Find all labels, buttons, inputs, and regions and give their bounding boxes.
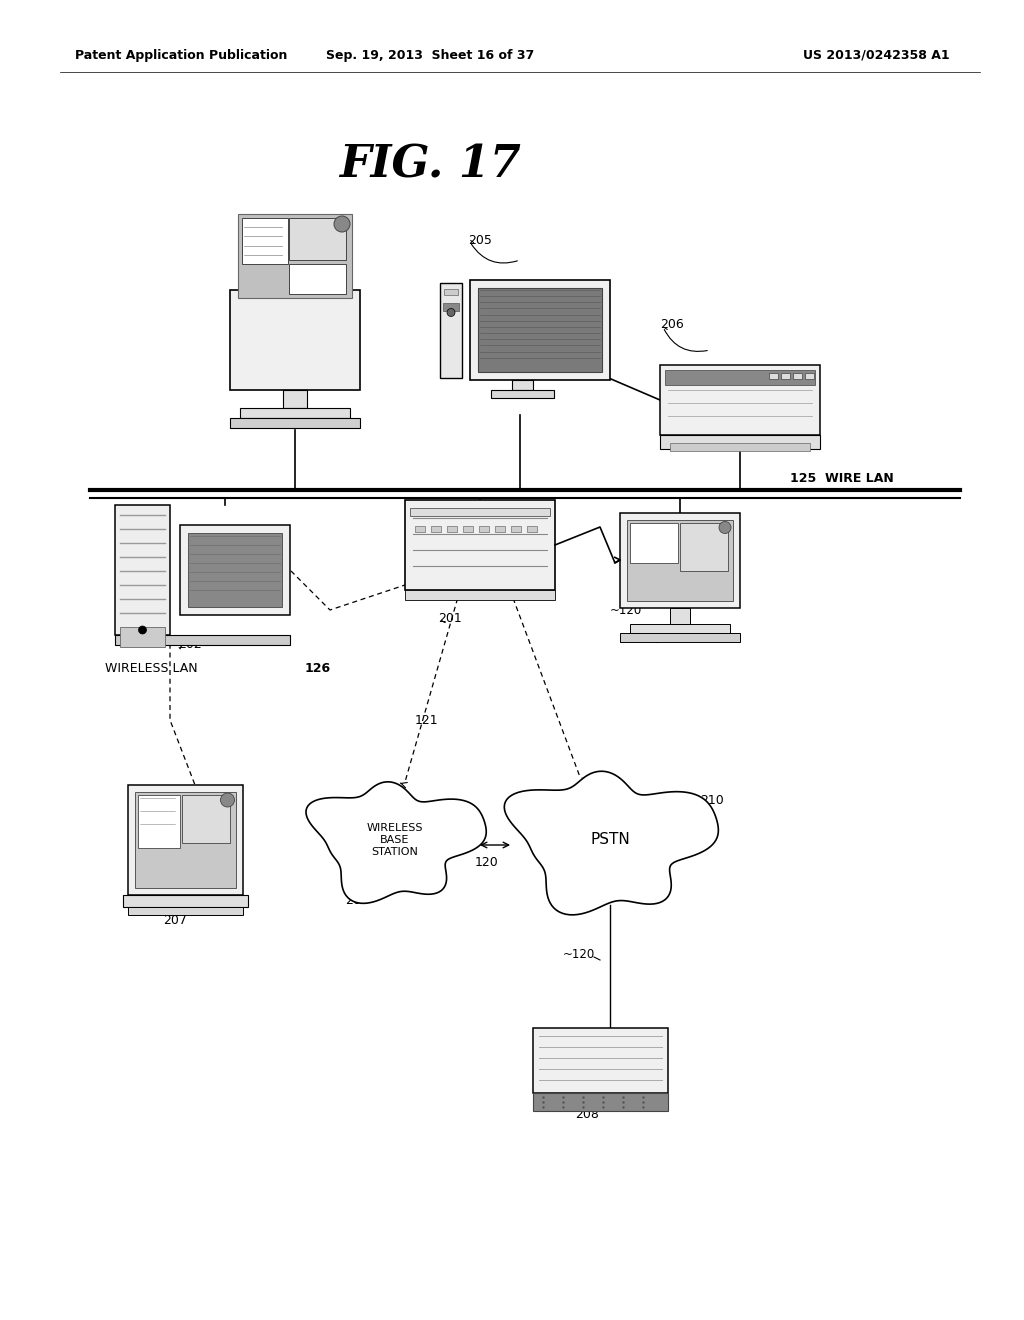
Bar [123,895,248,907]
Polygon shape [306,781,486,903]
Bar [470,280,610,380]
Bar [283,389,307,408]
Bar [670,607,690,623]
Bar [660,366,820,436]
Bar [440,282,462,378]
Bar [620,512,740,607]
Text: Sep. 19, 2013  Sheet 16 of 37: Sep. 19, 2013 Sheet 16 of 37 [326,49,535,62]
Bar [128,907,243,915]
Text: 205: 205 [468,234,492,247]
Circle shape [138,626,146,634]
Text: 208: 208 [575,1109,599,1122]
Text: FIG. 17: FIG. 17 [339,144,521,186]
Bar [134,792,236,888]
Text: US 2013/0242358 A1: US 2013/0242358 A1 [804,49,950,62]
Bar [431,525,441,532]
Text: PSTN: PSTN [590,833,630,847]
Bar [180,525,290,615]
Bar [511,525,521,532]
Bar [630,523,678,564]
Bar [532,1027,668,1093]
Circle shape [719,521,731,533]
Text: WIRELESS LAN: WIRELESS LAN [105,661,198,675]
Bar [188,533,282,607]
Bar [290,218,346,260]
Text: 206: 206 [660,318,684,331]
Bar [137,795,180,847]
Bar [479,525,489,532]
Text: 121: 121 [415,714,438,726]
Circle shape [220,793,234,807]
Text: ~120: ~120 [563,949,595,961]
Bar [512,380,534,389]
Bar [769,374,778,379]
Bar [463,525,473,532]
Bar [230,290,360,389]
Bar [447,525,457,532]
Text: 202: 202 [178,639,202,652]
Polygon shape [504,771,719,915]
Text: 125  WIRE LAN: 125 WIRE LAN [790,473,894,484]
Bar [670,444,810,451]
Text: Patent Application Publication: Patent Application Publication [75,49,288,62]
Bar [495,525,505,532]
Bar [230,418,360,428]
Bar [443,302,459,310]
Bar [115,506,170,635]
Bar [781,374,790,379]
Bar [627,520,733,601]
Bar [490,389,554,399]
Text: ~120: ~120 [610,603,642,616]
Bar [665,370,815,385]
Text: 204: 204 [650,631,674,644]
Bar [406,500,555,590]
Bar [660,436,820,449]
Bar [410,508,550,516]
Bar [115,635,290,645]
Bar [182,795,230,843]
Text: 201: 201 [438,611,462,624]
Bar [527,525,537,532]
Circle shape [447,309,455,317]
Bar [415,525,425,532]
Bar [478,288,602,372]
Bar [620,632,740,642]
Bar [290,264,346,293]
Bar [240,408,350,418]
Text: 203: 203 [310,239,334,252]
Text: WIRELESS
BASE
STATION: WIRELESS BASE STATION [367,824,423,857]
Bar [128,785,243,895]
Text: 120: 120 [475,855,499,869]
Bar [242,218,288,264]
Bar [532,1093,668,1110]
Text: 126: 126 [305,661,331,675]
Circle shape [334,216,350,232]
Bar [120,627,165,647]
Bar [680,523,728,572]
Text: 207: 207 [163,913,186,927]
Text: 209: 209 [345,894,369,907]
Text: 210: 210 [700,793,724,807]
Bar [793,374,802,379]
Bar [630,623,730,632]
Bar [406,590,555,601]
Bar [444,289,458,294]
Bar [805,374,814,379]
Bar [238,214,352,298]
